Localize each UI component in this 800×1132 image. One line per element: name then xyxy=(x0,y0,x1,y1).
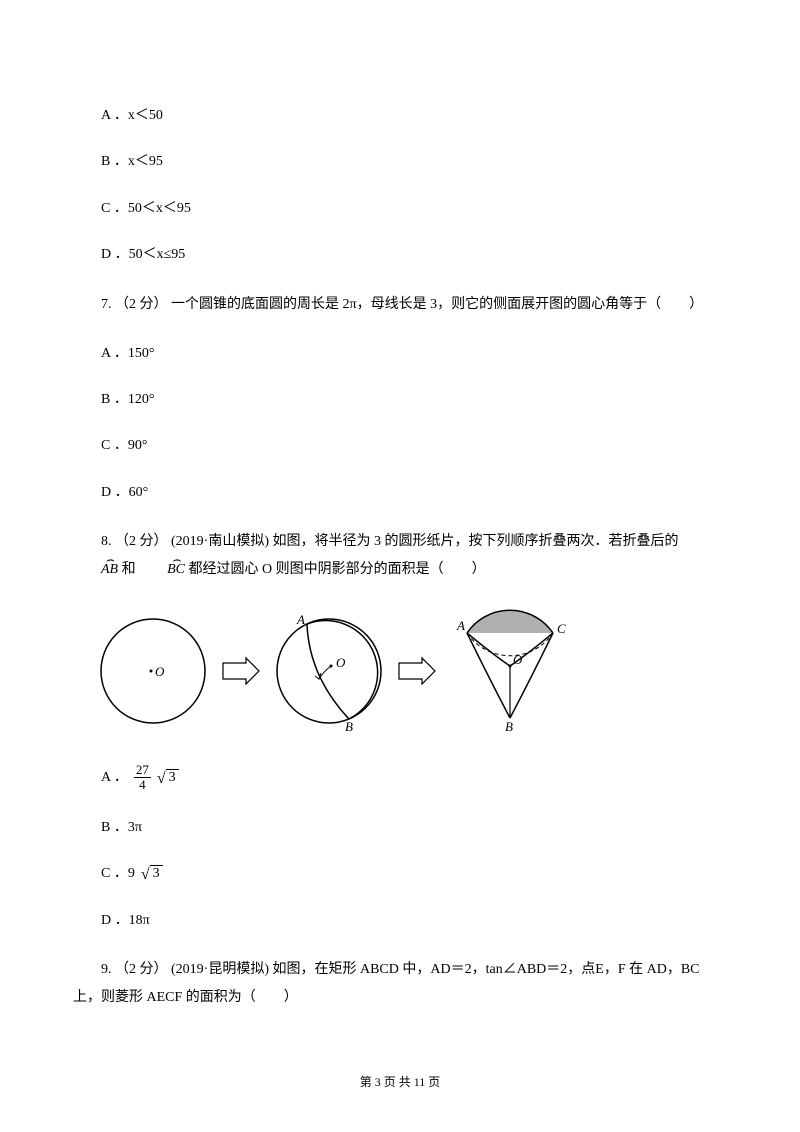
option-b: B ．x＜95 xyxy=(101,151,727,173)
label-a2: A xyxy=(296,612,305,627)
option-d: D ．50＜x≤95 xyxy=(101,244,727,266)
q8-text-mid: 和 xyxy=(122,562,140,577)
label-c3: C xyxy=(557,621,566,636)
circle-2: A O B xyxy=(269,611,389,731)
q8-text-part1: 8. （2 分） (2019·南山模拟) 如图，将半径为 3 的圆形纸片，按下列… xyxy=(101,534,678,549)
sqrt-sign-icon: √ xyxy=(157,771,166,787)
question-9: 9. （2 分） (2019·昆明模拟) 如图，在矩形 ABCD 中，AD＝2，… xyxy=(73,956,727,1012)
frac-den: 4 xyxy=(134,778,151,792)
label-b2: B xyxy=(345,719,353,731)
arrow-2-icon xyxy=(397,656,437,686)
sqrt-3-c: √ 3 xyxy=(141,865,163,883)
q8-option-b: B ．3π xyxy=(101,817,727,839)
sqrt-3-a: √ 3 xyxy=(157,769,179,787)
sqrt-sign-icon: √ xyxy=(141,867,150,883)
arc-ab: AB xyxy=(73,556,118,584)
circle-3: A C O B xyxy=(445,608,575,733)
q7-option-a: A ．150° xyxy=(101,343,727,365)
option-c: C ．50＜x＜95 xyxy=(101,198,727,220)
sqrt-val: 3 xyxy=(150,865,163,883)
label-o3: O xyxy=(513,652,523,667)
q7-option-b: B ．120° xyxy=(101,389,727,411)
q8-a-prefix: A ． xyxy=(101,767,128,789)
arrow-1-icon xyxy=(221,656,261,686)
label-a3: A xyxy=(456,618,465,633)
q8-option-a: A ． 27 4 √ 3 xyxy=(101,763,727,793)
q8-text-part2: 都经过圆心 O 则图中阴影部分的面积是（ ） xyxy=(189,562,486,577)
label-o1: O xyxy=(155,664,165,679)
arc-bc: BC xyxy=(139,556,185,584)
fraction-27-4: 27 4 xyxy=(134,763,151,793)
q8-option-c: C ．9 √ 3 xyxy=(101,863,727,885)
question-7: 7. （2 分） 一个圆锥的底面圆的周长是 2π，母线长是 3，则它的侧面展开图… xyxy=(73,291,727,319)
q8-option-d: D ．18π xyxy=(101,910,727,932)
frac-num: 27 xyxy=(134,763,151,778)
label-b3: B xyxy=(505,719,513,733)
page-footer: 第 3 页 共 11 页 xyxy=(0,1073,800,1092)
question-8: 8. （2 分） (2019·南山模拟) 如图，将半径为 3 的圆形纸片，按下列… xyxy=(73,528,727,584)
q7-option-d: D ．60° xyxy=(101,482,727,504)
sqrt-val: 3 xyxy=(166,769,179,787)
q7-option-c: C ．90° xyxy=(101,435,727,457)
q8-c-prefix: C ．9 xyxy=(101,863,135,885)
circle-1: O xyxy=(93,611,213,731)
label-o2: O xyxy=(336,655,346,670)
option-a: A ．x＜50 xyxy=(101,105,727,127)
folding-diagram: O A O B A C O B xyxy=(93,608,727,733)
